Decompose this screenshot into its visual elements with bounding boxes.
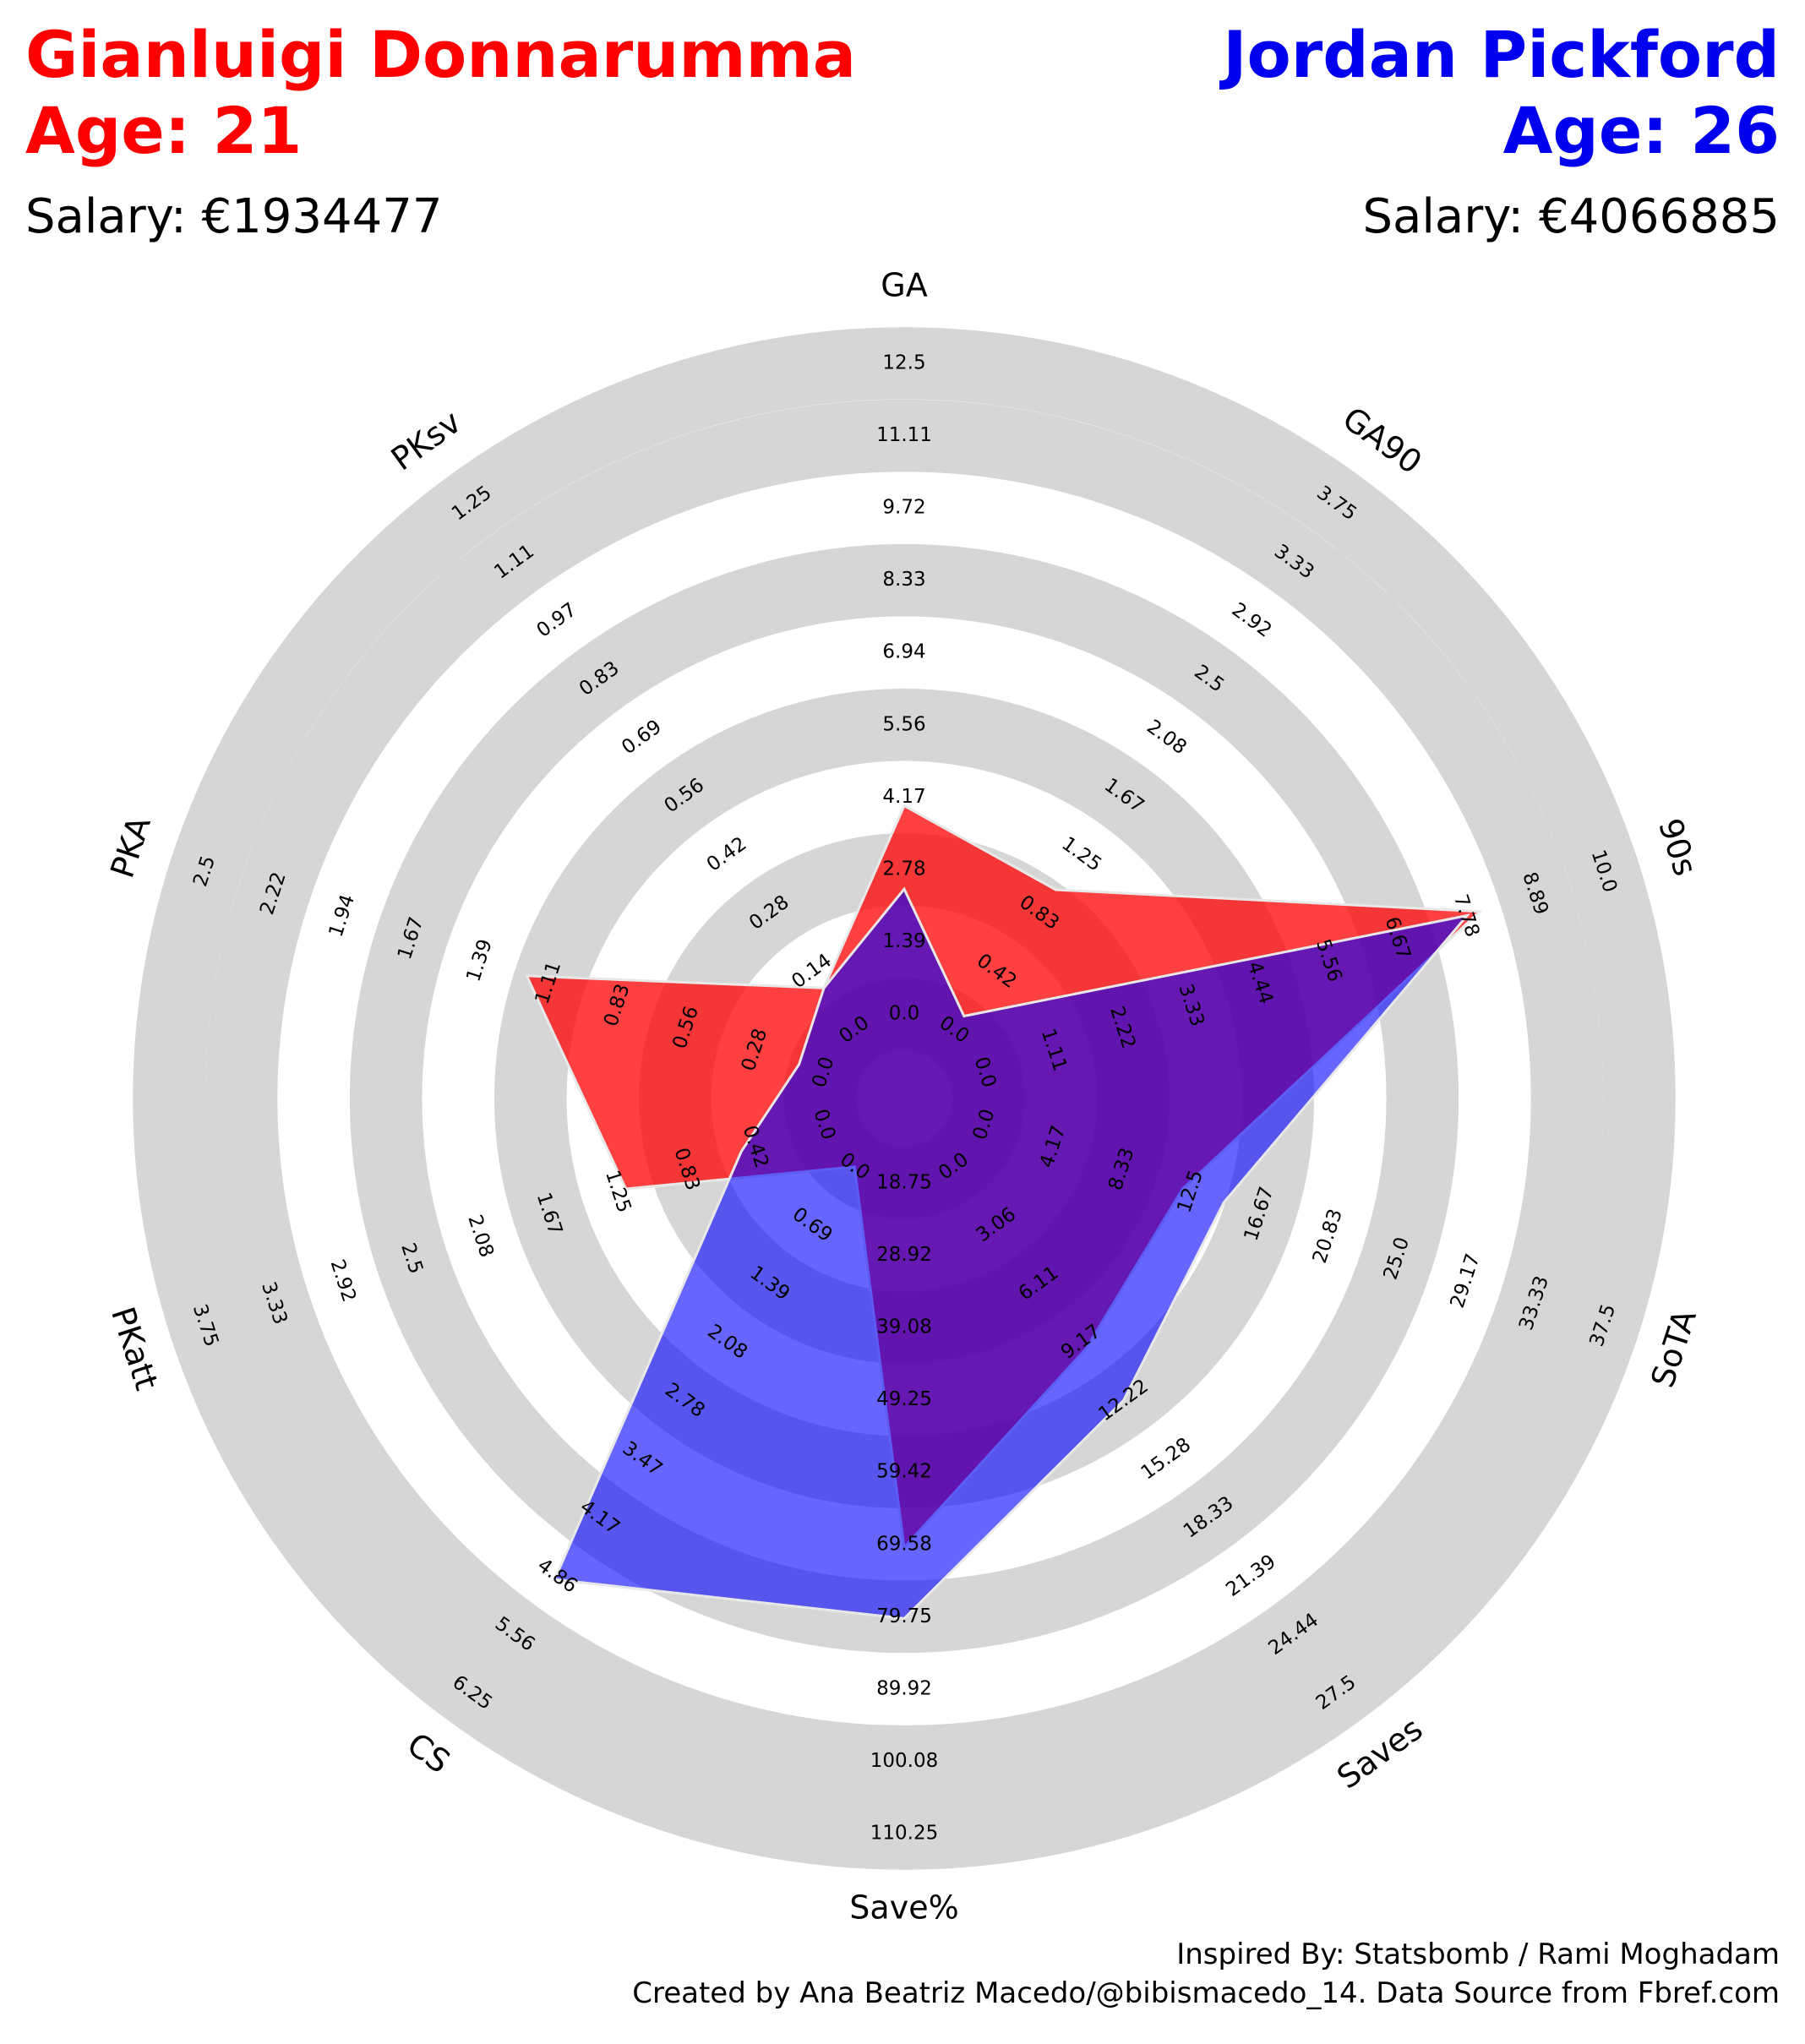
tick-label: 8.33 [882, 569, 925, 591]
tick-label: 4.17 [882, 786, 925, 808]
tick-label: 20.83 [1309, 1207, 1347, 1267]
axis-label-sota: SoTA [1644, 1305, 1704, 1393]
tick-label: 100.08 [870, 1750, 938, 1772]
tick-label: 5.56 [882, 713, 925, 735]
tick-label: 1.39 [462, 936, 497, 984]
tick-label: 21.39 [1222, 1551, 1280, 1601]
tick-label: 2.92 [1228, 599, 1276, 642]
left-player-salary: Salary: €1934477 [25, 189, 443, 244]
left-player-header: Gianluigi Donnarumma Age: 21 Salary: €19… [25, 17, 856, 247]
axis-label-ga: GA [881, 267, 927, 304]
footer-credit-inspired: Inspired By: Statsbomb / Rami Moghadam [1176, 1938, 1780, 1971]
tick-label: 59.42 [876, 1461, 932, 1483]
tick-label: 89.92 [876, 1677, 932, 1699]
tick-label: 29.17 [1447, 1251, 1485, 1311]
tick-label: 79.75 [876, 1605, 932, 1627]
tick-label: 2.08 [1142, 716, 1191, 759]
left-player-age: Age: 21 [25, 93, 303, 168]
tick-label: 49.25 [876, 1388, 932, 1410]
tick-label: 110.25 [870, 1823, 938, 1845]
right-player-salary: Salary: €4066885 [1362, 189, 1780, 244]
tick-label: 18.75 [876, 1172, 932, 1194]
tick-label: 69.58 [876, 1533, 932, 1555]
left-player-name: Gianluigi Donnarumma [25, 17, 856, 92]
tick-label: 39.08 [876, 1316, 932, 1338]
tick-label: 11.11 [876, 424, 932, 446]
radar-areas [525, 804, 1483, 1620]
tick-label: 0.0 [889, 1003, 920, 1025]
tick-label: 28.92 [876, 1244, 932, 1266]
footer: Inspired By: Statsbomb / Rami Moghadam C… [632, 1935, 1780, 2013]
tick-label: 2.08 [463, 1213, 498, 1261]
tick-label: 0.97 [533, 599, 581, 642]
axis-label-pka: PKA [103, 812, 157, 882]
tick-label: 0.69 [618, 716, 666, 759]
tick-label: 9.72 [882, 497, 925, 519]
tick-label: 1.94 [325, 891, 360, 940]
axis-label-save: Save% [849, 1889, 958, 1927]
right-player-header: Jordan Pickford Age: 26 Salary: €4066885 [1223, 17, 1780, 247]
tick-label: 0.42 [703, 833, 751, 876]
axis-label-pkatt: PKatt [104, 1302, 166, 1394]
right-player-age: Age: 26 [1502, 93, 1780, 168]
axis-label-pksv: PKsv [384, 403, 468, 478]
series-area-right-player [553, 886, 1471, 1620]
tick-label: 2.78 [882, 858, 925, 880]
tick-label: 12.5 [882, 352, 925, 374]
tick-label: 15.28 [1137, 1434, 1196, 1485]
tick-label: 1.25 [1058, 833, 1106, 876]
tick-label: 6.94 [882, 641, 925, 663]
axis-label-90s: 90s [1651, 814, 1704, 880]
right-player-name: Jordan Pickford [1223, 17, 1780, 92]
tick-label: 1.39 [882, 930, 925, 952]
axis-label-cs: CS [401, 1725, 457, 1780]
tick-label: 2.92 [325, 1256, 360, 1305]
footer-credit-created: Created by Ana Beatriz Macedo/@bibismace… [632, 1976, 1780, 2010]
